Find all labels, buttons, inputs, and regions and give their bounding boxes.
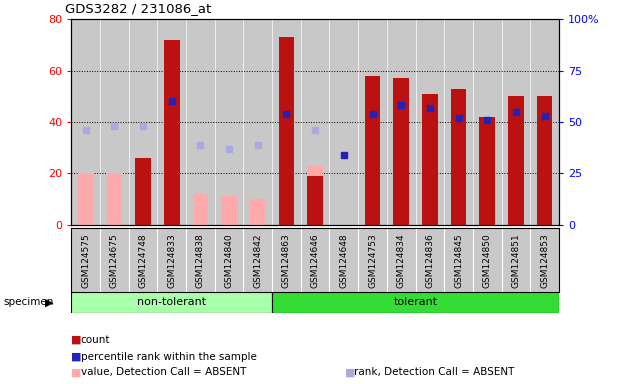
Text: GSM124853: GSM124853 — [540, 233, 549, 288]
Bar — [272, 19, 301, 225]
Text: GSM124863: GSM124863 — [282, 233, 291, 288]
Text: ■: ■ — [71, 352, 82, 362]
Text: non-tolerant: non-tolerant — [137, 297, 206, 308]
Text: tolerant: tolerant — [394, 297, 438, 308]
Text: ▶: ▶ — [45, 297, 54, 308]
Bar — [365, 76, 381, 225]
Bar — [415, 19, 444, 225]
Bar — [479, 117, 495, 225]
Text: GSM124646: GSM124646 — [310, 233, 320, 288]
Bar — [100, 19, 129, 225]
Text: GSM124834: GSM124834 — [397, 233, 406, 288]
Bar — [307, 176, 323, 225]
Text: rank, Detection Call = ABSENT: rank, Detection Call = ABSENT — [354, 367, 514, 377]
Bar — [250, 199, 266, 225]
Bar — [537, 96, 553, 225]
Bar — [158, 19, 186, 225]
Bar — [279, 37, 294, 225]
FancyBboxPatch shape — [71, 292, 272, 313]
Text: GSM124838: GSM124838 — [196, 233, 205, 288]
Bar — [186, 19, 215, 225]
Text: ■: ■ — [345, 367, 355, 377]
FancyBboxPatch shape — [272, 292, 559, 313]
Bar — [107, 173, 122, 225]
Bar — [451, 89, 466, 225]
Bar — [444, 19, 473, 225]
Text: value, Detection Call = ABSENT: value, Detection Call = ABSENT — [81, 367, 246, 377]
Bar — [473, 19, 502, 225]
Bar — [129, 19, 158, 225]
Bar — [422, 94, 438, 225]
Bar — [301, 19, 330, 225]
Text: GSM124836: GSM124836 — [425, 233, 434, 288]
Bar — [358, 19, 387, 225]
Text: GSM124850: GSM124850 — [483, 233, 492, 288]
Text: GSM124842: GSM124842 — [253, 233, 262, 288]
Text: GSM124840: GSM124840 — [225, 233, 233, 288]
Text: percentile rank within the sample: percentile rank within the sample — [81, 352, 256, 362]
Text: GSM124648: GSM124648 — [339, 233, 348, 288]
Text: count: count — [81, 335, 111, 345]
Bar — [508, 96, 524, 225]
Bar — [215, 19, 243, 225]
Bar — [330, 19, 358, 225]
Text: GSM124845: GSM124845 — [454, 233, 463, 288]
Text: GSM124675: GSM124675 — [110, 233, 119, 288]
Text: GSM124753: GSM124753 — [368, 233, 377, 288]
Bar — [393, 78, 409, 225]
Text: GSM124851: GSM124851 — [511, 233, 520, 288]
Bar — [502, 19, 530, 225]
Bar — [193, 194, 208, 225]
Text: GDS3282 / 231086_at: GDS3282 / 231086_at — [65, 2, 212, 15]
Bar — [530, 19, 559, 225]
Bar — [307, 166, 323, 225]
Text: GSM124748: GSM124748 — [138, 233, 148, 288]
Text: GSM124575: GSM124575 — [81, 233, 90, 288]
Bar — [78, 173, 94, 225]
Bar — [135, 158, 151, 225]
Bar — [243, 19, 272, 225]
Text: ■: ■ — [71, 335, 82, 345]
Bar — [221, 196, 237, 225]
Text: GSM124833: GSM124833 — [167, 233, 176, 288]
Text: ■: ■ — [71, 367, 82, 377]
Bar — [164, 40, 179, 225]
Text: specimen: specimen — [3, 297, 53, 308]
Bar — [71, 19, 100, 225]
Bar — [387, 19, 415, 225]
